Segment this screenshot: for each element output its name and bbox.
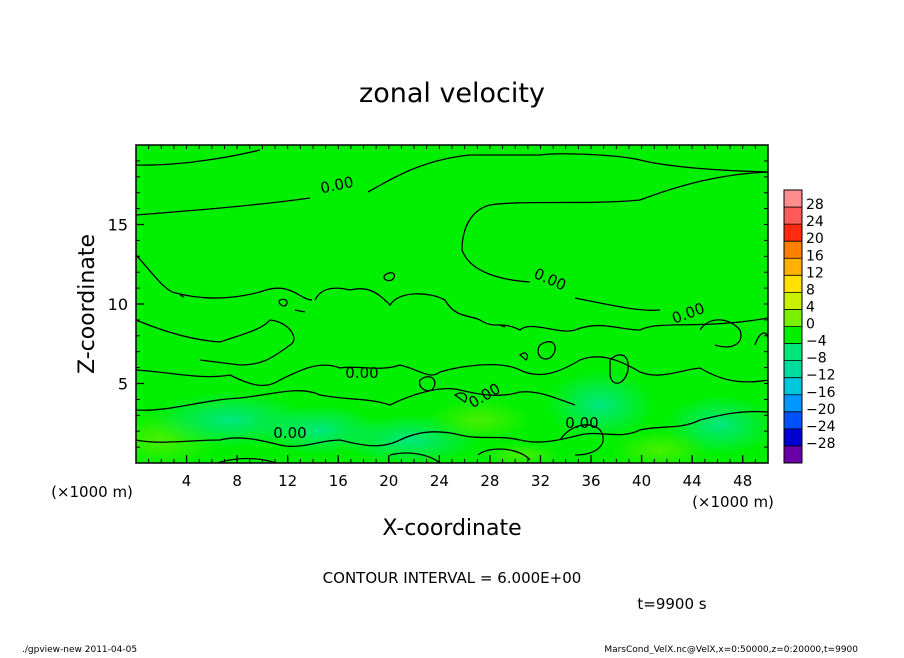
colorbar-cell: [784, 207, 802, 225]
colorbar-label: −24: [806, 419, 836, 435]
x-tick-label: 24: [430, 472, 449, 490]
chart-title: zonal velocity: [359, 78, 545, 109]
colorbar-cell: [784, 241, 802, 259]
y-tick-label: 10: [108, 295, 128, 314]
y-tick-label: 15: [108, 216, 128, 235]
colorbar-cell: [784, 411, 802, 430]
colorbar-cell: [784, 190, 802, 208]
x-tick-label: 20: [379, 472, 398, 490]
x-tick-label: 16: [329, 472, 348, 490]
contour-lines: [136, 149, 768, 463]
colorbar-label: −8: [806, 351, 827, 367]
colorbar-label: −4: [806, 334, 827, 350]
field-shading: [136, 370, 768, 463]
colorbar-cell: [784, 326, 802, 345]
contour-label: 0.00: [565, 414, 598, 432]
contour-label: 0.00: [345, 364, 378, 382]
colorbar-cell: [784, 377, 802, 396]
x-tick-label: 8: [232, 472, 242, 490]
colorbar-label: −16: [806, 385, 836, 401]
colorbar-cell: [784, 258, 802, 276]
colorbar-label: −20: [806, 402, 836, 418]
colorbar-cell: [784, 343, 802, 362]
colorbar-label: 16: [806, 248, 824, 264]
y-tick-label: 5: [118, 375, 128, 394]
y-axis-unit: (×1000 m): [51, 483, 133, 501]
colorbar-cell: [784, 428, 802, 447]
colorbar-cell: [784, 309, 802, 327]
colorbar-cell: [784, 292, 802, 310]
colorbar-cell: [784, 360, 802, 379]
colorbar-label: −28: [806, 436, 836, 452]
x-tick-label: 4: [182, 472, 192, 490]
footer-left: ./gpview-new 2011-04-05: [22, 645, 137, 654]
colorbar-label: 0: [806, 317, 815, 333]
x-tick-label: 48: [733, 472, 752, 490]
x-axis-ticks: 4 8 12 16 20 24 28 32 36 40 44 48: [148, 145, 756, 490]
x-tick-label: 40: [632, 472, 651, 490]
contour-label: 0.00: [273, 424, 306, 442]
colorbar-cell: [784, 275, 802, 293]
contour-interval-text: CONTOUR INTERVAL = 6.000E+00: [323, 569, 582, 587]
colorbar-cell: [784, 394, 802, 413]
y-axis-ticks: 5 10 15: [108, 160, 768, 448]
x-tick-label: 28: [480, 472, 499, 490]
colorbar-label: −12: [806, 368, 836, 384]
colorbar-cell: [784, 445, 802, 464]
colorbar-label: 8: [806, 282, 815, 298]
x-tick-label: 12: [278, 472, 297, 490]
y-axis-label: Z-coordinate: [75, 234, 100, 374]
x-axis-label: X-coordinate: [382, 516, 521, 541]
colorbar-cell: [784, 224, 802, 242]
time-text: t=9900 s: [637, 595, 706, 613]
colorbar-label: 20: [806, 231, 824, 247]
colorbar-label: 28: [806, 197, 824, 213]
x-axis-unit: (×1000 m): [692, 493, 774, 511]
x-tick-label: 32: [531, 472, 550, 490]
colorbar-label: 12: [806, 265, 824, 281]
colorbar-label: 24: [806, 214, 824, 230]
colorbar-label: 4: [806, 299, 815, 315]
x-tick-label: 36: [581, 472, 600, 490]
x-tick-label: 44: [683, 472, 702, 490]
footer-right: MarsCond_VelX.nc@VelX,x=0:50000,z=0:2000…: [604, 645, 858, 654]
